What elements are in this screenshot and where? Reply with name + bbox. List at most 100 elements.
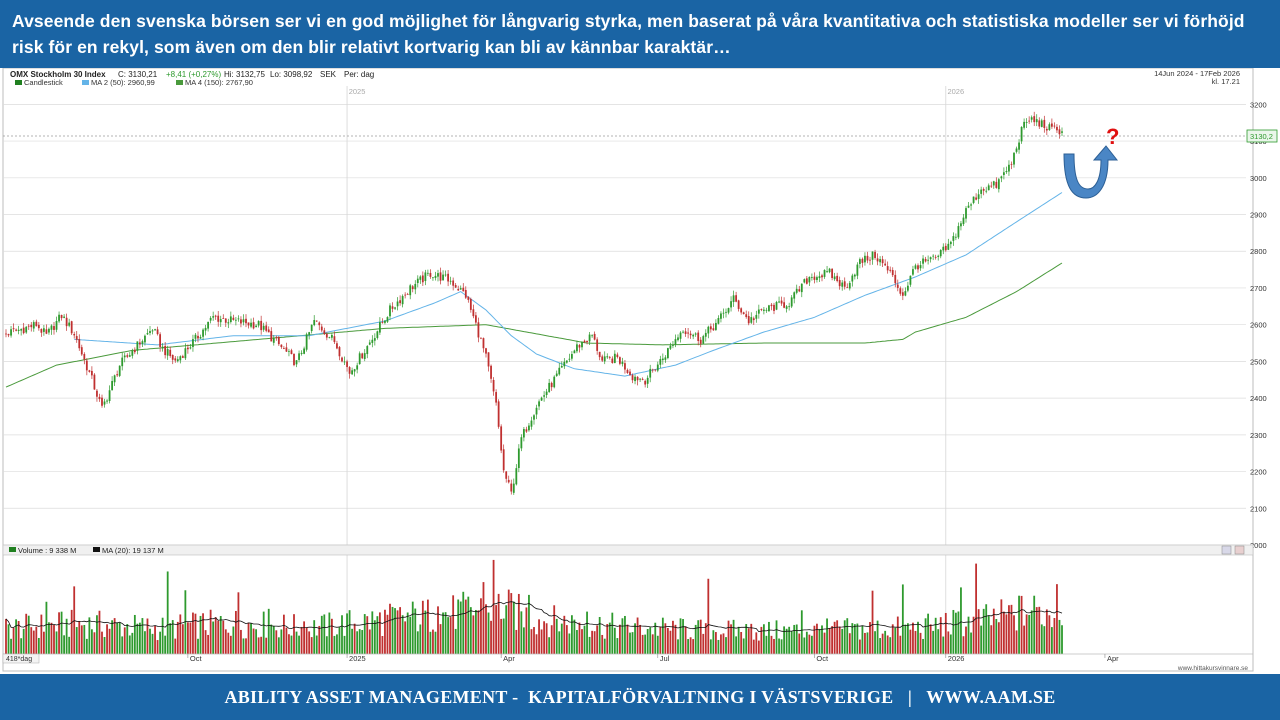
candle-body bbox=[174, 358, 177, 361]
candle-body bbox=[389, 305, 391, 317]
candle-body bbox=[525, 429, 528, 432]
volume-bar bbox=[1005, 614, 1008, 654]
candle-body bbox=[80, 347, 83, 355]
volume-bar bbox=[651, 634, 654, 654]
volume-bar bbox=[957, 611, 960, 654]
candle-body bbox=[467, 296, 470, 300]
volume-bar bbox=[378, 612, 381, 654]
volume-bar bbox=[411, 601, 414, 654]
volume-bar bbox=[962, 636, 965, 654]
volume-bar bbox=[234, 610, 237, 654]
volume-bar bbox=[315, 635, 318, 654]
candle-body bbox=[351, 370, 354, 375]
volume-bar bbox=[798, 633, 801, 654]
volume-bar bbox=[133, 614, 136, 654]
candle-body bbox=[45, 329, 48, 334]
volume-bar bbox=[515, 629, 518, 654]
candle-body bbox=[656, 364, 659, 371]
candle-body bbox=[48, 328, 50, 333]
candle-body bbox=[745, 314, 748, 318]
candle-body bbox=[917, 265, 919, 270]
candle-body bbox=[141, 341, 144, 344]
volume-bar bbox=[454, 628, 457, 654]
volume-bar bbox=[692, 639, 695, 654]
candle-body bbox=[586, 340, 588, 343]
volume-bar bbox=[649, 627, 652, 654]
volume-bar bbox=[197, 638, 199, 654]
candle-body bbox=[159, 334, 162, 347]
volume-bar bbox=[869, 622, 871, 654]
candle-body bbox=[563, 361, 566, 367]
candle-body bbox=[1018, 142, 1020, 150]
close-panel-icon[interactable] bbox=[1234, 545, 1245, 555]
volume-bar bbox=[474, 609, 477, 654]
candle-body bbox=[828, 268, 831, 273]
volume-bar bbox=[581, 629, 583, 654]
volume-bar bbox=[937, 629, 940, 654]
y-tick-label: 2400 bbox=[1250, 394, 1267, 403]
candle-body bbox=[1035, 119, 1038, 123]
volume-bar bbox=[1010, 604, 1013, 654]
volume-bar bbox=[980, 625, 983, 654]
candle-body bbox=[1008, 164, 1010, 172]
candle-body bbox=[366, 346, 369, 355]
zoom-button-icon[interactable] bbox=[1221, 545, 1232, 555]
candle-body bbox=[267, 329, 270, 333]
candle-body bbox=[512, 483, 515, 493]
volume-bar bbox=[452, 595, 455, 654]
candle-body bbox=[419, 276, 422, 280]
candle-body bbox=[32, 322, 35, 329]
volume-bar bbox=[212, 621, 215, 654]
volume-bar bbox=[697, 620, 700, 654]
volume-bar bbox=[32, 630, 35, 654]
volume-bar bbox=[368, 629, 371, 654]
candle-body bbox=[78, 338, 81, 349]
volume-bar bbox=[909, 629, 912, 654]
volume-bar bbox=[222, 620, 225, 654]
x-tick-label: Oct bbox=[816, 654, 829, 663]
candle-body bbox=[328, 337, 331, 339]
candle-body bbox=[10, 329, 12, 336]
volume-bar bbox=[598, 616, 601, 654]
volume-bar bbox=[50, 622, 53, 654]
close-value: C: 3130,21 bbox=[118, 70, 158, 79]
candle-body bbox=[310, 324, 313, 332]
volume-bar bbox=[613, 627, 616, 654]
volume-bar bbox=[603, 638, 606, 654]
candle-body bbox=[315, 320, 318, 322]
volume-bar bbox=[459, 601, 462, 654]
volume-bar bbox=[290, 635, 293, 654]
volume-bar bbox=[714, 632, 717, 654]
volume-bar bbox=[341, 615, 343, 654]
candle-body bbox=[464, 290, 467, 298]
candle-body bbox=[550, 382, 553, 388]
volume-bar bbox=[826, 618, 828, 654]
candle-body bbox=[826, 271, 828, 272]
candle-body bbox=[179, 356, 182, 361]
candle-body bbox=[411, 286, 414, 290]
volume-bar bbox=[735, 636, 738, 654]
volume-ma-swatch bbox=[93, 547, 100, 552]
candle-body bbox=[1005, 171, 1008, 173]
candle-body bbox=[714, 322, 717, 330]
volume-bar bbox=[530, 629, 533, 654]
volume-bar bbox=[982, 608, 985, 654]
volume-bar bbox=[992, 608, 995, 654]
candle-body bbox=[1028, 120, 1031, 122]
candle-body bbox=[803, 279, 806, 283]
candle-body bbox=[396, 301, 399, 307]
candle-body bbox=[58, 314, 60, 322]
volume-bar bbox=[960, 587, 962, 654]
candle-body bbox=[980, 189, 983, 194]
volume-bar bbox=[664, 623, 667, 654]
x-tick-label: Apr bbox=[503, 654, 515, 663]
candle-body bbox=[702, 336, 705, 344]
volume-bar bbox=[793, 624, 796, 654]
candle-body bbox=[773, 304, 775, 311]
candle-body bbox=[449, 280, 452, 282]
candle-body bbox=[730, 301, 732, 308]
candle-body bbox=[176, 359, 179, 362]
candle-body bbox=[212, 316, 215, 318]
candle-body bbox=[330, 334, 333, 338]
volume-bar bbox=[732, 619, 735, 654]
